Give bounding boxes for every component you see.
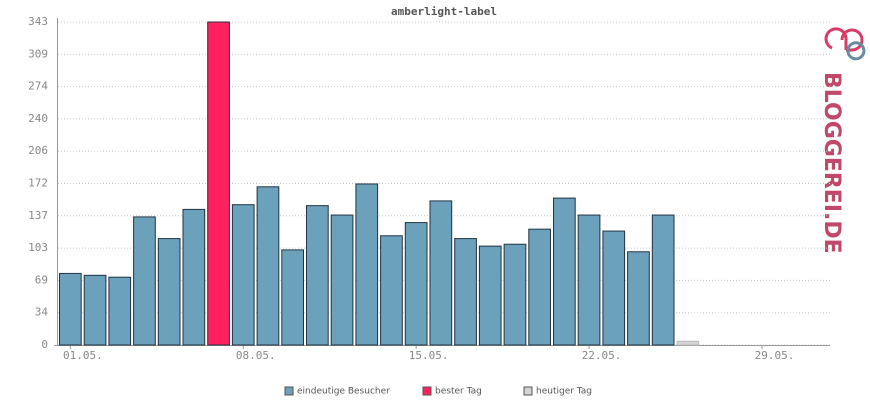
bar xyxy=(651,214,675,346)
bar xyxy=(182,208,206,346)
x-tick-label: 08.05. xyxy=(236,349,276,362)
legend-label: eindeutige Besucher xyxy=(297,387,390,397)
bar xyxy=(503,243,527,346)
x-tick-label: 22.05. xyxy=(582,349,622,362)
bar xyxy=(676,340,700,346)
watermark: BLOGGEREI.DE xyxy=(819,72,844,254)
bar xyxy=(207,21,230,346)
y-tick-label: 172 xyxy=(28,177,48,190)
x-tick-label: 01.05. xyxy=(63,349,103,362)
bar xyxy=(478,245,502,346)
x-tick-label: 15.05. xyxy=(409,349,449,362)
y-tick-label: 343 xyxy=(28,15,48,28)
legend-swatch xyxy=(523,386,533,396)
bar xyxy=(602,230,626,346)
x-tick-label: 29.05. xyxy=(755,349,795,362)
bar xyxy=(83,274,107,346)
y-tick-label: 206 xyxy=(28,144,48,157)
bar xyxy=(454,238,477,346)
legend-swatch xyxy=(422,386,432,396)
bar xyxy=(281,249,304,346)
y-tick-label: 69 xyxy=(35,273,48,286)
bar xyxy=(429,200,453,346)
bar xyxy=(627,251,650,346)
legend-swatch xyxy=(284,386,294,396)
bar xyxy=(256,186,280,346)
logo: BLOGGEREI.DE xyxy=(819,27,866,254)
legend-label: bester Tag xyxy=(435,387,482,397)
y-tick-label: 34 xyxy=(35,306,49,319)
bar xyxy=(553,197,576,346)
chart-title: amberlight-label xyxy=(391,5,497,18)
bar xyxy=(404,222,428,346)
bar xyxy=(133,216,156,346)
bar xyxy=(355,183,379,346)
bar xyxy=(577,214,601,346)
y-tick-label: 240 xyxy=(28,112,48,125)
y-tick-label: 309 xyxy=(28,47,48,60)
y-tick-label: 137 xyxy=(28,209,48,222)
y-tick-label: 103 xyxy=(28,241,48,254)
y-tick-label: 0 xyxy=(41,338,48,351)
bar xyxy=(528,228,551,346)
bar xyxy=(330,214,354,346)
bar xyxy=(157,238,181,346)
bar xyxy=(108,276,132,346)
bar xyxy=(380,235,403,346)
bar xyxy=(231,204,255,346)
bar xyxy=(306,205,329,346)
legend-label: heutiger Tag xyxy=(536,387,592,397)
bar xyxy=(59,272,82,346)
y-tick-label: 274 xyxy=(28,80,48,93)
